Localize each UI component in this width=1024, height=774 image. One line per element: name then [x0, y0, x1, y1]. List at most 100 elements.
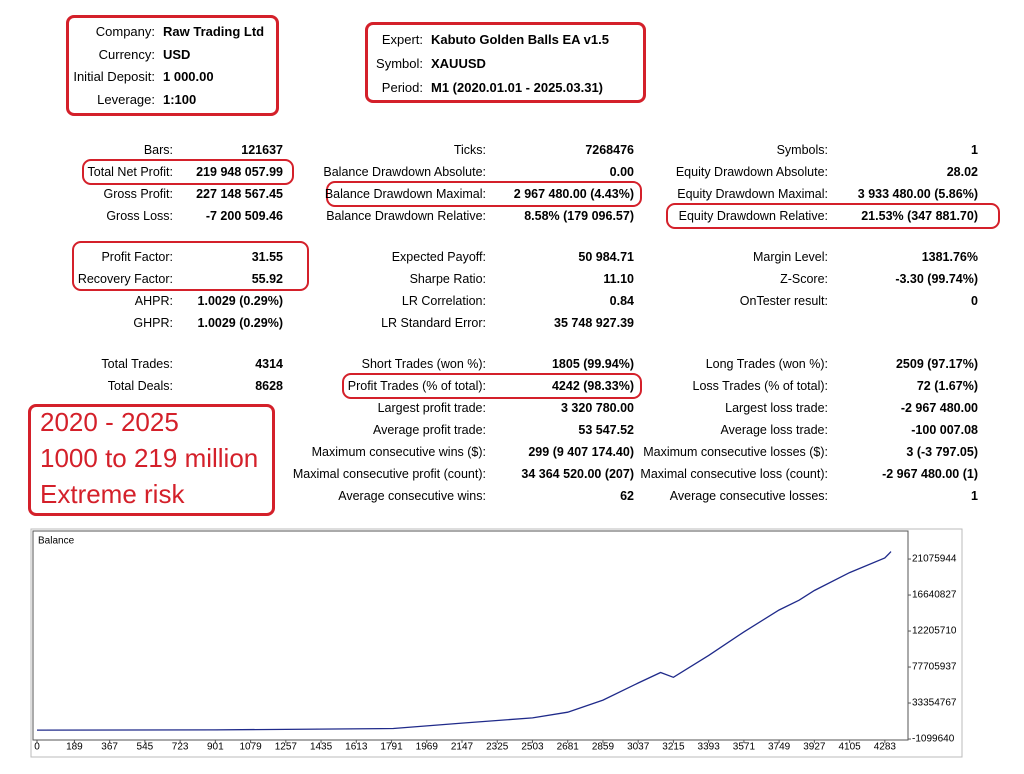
y-tick-label: 16640827 [912, 590, 957, 601]
stat-value: 7268476 [585, 143, 634, 157]
highlight [342, 373, 642, 399]
stat-value: 3 933 480.00 (5.86%) [857, 187, 978, 201]
stat-value: 1 [971, 143, 978, 157]
stat-label: Recovery Factor: [77, 272, 173, 286]
stat-label: Z-Score: [780, 272, 828, 286]
stat-label: Total Deals: [107, 379, 173, 393]
account-box [66, 15, 279, 116]
x-tick-label: 1435 [310, 742, 333, 753]
stat-label: Balance Drawdown Relative: [326, 209, 486, 223]
stat-label: Average consecutive wins: [338, 489, 486, 503]
stat-value: 11.10 [603, 272, 634, 286]
stat-value: 1805 (99.94%) [551, 357, 634, 371]
stat-value: 1.0029 (0.29%) [197, 316, 283, 330]
stat-label: Loss Trades (% of total): [692, 379, 828, 393]
stat-label: Equity Drawdown Absolute: [675, 165, 828, 179]
highlight [82, 159, 294, 185]
stat-label: Ticks: [453, 143, 486, 157]
stat-value: 62 [620, 489, 634, 503]
x-tick-label: 2147 [451, 742, 474, 753]
highlight [666, 203, 1000, 229]
plot-area [32, 530, 909, 741]
stat-value: 28.02 [946, 165, 978, 179]
field-value: USD [163, 47, 191, 62]
stat-value: 299 (9 407 174.40) [528, 445, 634, 459]
x-tick-label: 4105 [838, 742, 861, 753]
stat-value: -100 007.08 [911, 423, 978, 437]
x-tick-label: 901 [207, 742, 224, 753]
stat-label: Equity Drawdown Relative: [678, 209, 828, 223]
stat-value: 1 [971, 489, 978, 503]
stat-label: Total Net Profit: [87, 165, 173, 179]
stat-label: Largest loss trade: [725, 401, 828, 415]
x-tick-label: 189 [66, 742, 83, 753]
x-tick-label: 2859 [592, 742, 615, 753]
stat-value: 55.92 [251, 272, 283, 286]
stat-label: Maximal consecutive profit (count): [292, 467, 486, 481]
stat-label: OnTester result: [739, 294, 828, 308]
x-tick-label: 3037 [627, 742, 650, 753]
stat-value: 21.53% (347 881.70) [861, 209, 978, 223]
x-tick-label: 3749 [768, 742, 791, 753]
stat-label: Maximal consecutive loss (count): [640, 467, 828, 481]
stat-label: Gross Profit: [103, 187, 173, 201]
x-tick-label: 1791 [380, 742, 403, 753]
x-tick-label: 367 [101, 742, 118, 753]
x-tick-label: 1079 [239, 742, 262, 753]
stat-value: 0 [971, 294, 978, 308]
field-label: Expert: [381, 32, 423, 47]
stat-label: Balance Drawdown Absolute: [323, 165, 486, 179]
field-value: Raw Trading Ltd [163, 24, 265, 39]
x-tick-label: 4283 [874, 742, 897, 753]
stat-label: Equity Drawdown Maximal: [677, 187, 828, 201]
x-tick-label: 1613 [345, 742, 368, 753]
stat-label: Maximum consecutive losses ($): [643, 445, 828, 459]
field-label: Initial Deposit: [73, 69, 155, 84]
stat-value: 72 (1.67%) [916, 379, 978, 393]
annotation-line: Extreme risk [40, 479, 185, 509]
stat-label: Average profit trade: [372, 423, 486, 437]
stat-label: Balance Drawdown Maximal: [324, 187, 486, 201]
stat-value: 0.00 [609, 165, 634, 179]
stat-label: Profit Factor: [101, 250, 173, 264]
stat-value: 34 364 520.00 (207) [521, 467, 634, 481]
balance-line [36, 551, 892, 731]
stat-label: Gross Loss: [106, 209, 173, 223]
stat-label: Profit Trades (% of total): [347, 379, 486, 393]
field-value: M1 (2020.01.01 - 2025.03.31) [431, 80, 604, 95]
stat-value: 1381.76% [921, 250, 978, 264]
x-tick-label: 545 [137, 742, 154, 753]
y-tick-label: 21075944 [912, 554, 957, 565]
y-tick-label: 77705937 [912, 662, 957, 673]
stat-value: 0.84 [609, 294, 634, 308]
stat-value: 3 (-3 797.05) [906, 445, 978, 459]
legend-label: Balance [38, 536, 75, 547]
field-label: Symbol: [376, 56, 423, 71]
stat-value: 227 148 567.45 [196, 187, 283, 201]
stat-label: Expected Payoff: [391, 250, 486, 264]
stat-label: LR Standard Error: [381, 316, 486, 330]
stat-label: GHPR: [133, 316, 173, 330]
y-tick-label: 33354767 [912, 698, 957, 709]
expert-box [365, 22, 646, 103]
stat-value: -2 967 480.00 (1) [882, 467, 978, 481]
field-label: Currency: [98, 47, 155, 62]
stat-label: Total Trades: [101, 357, 173, 371]
stat-value: -3.30 (99.74%) [895, 272, 978, 286]
field-label: Period: [381, 80, 423, 95]
field-value: Kabuto Golden Balls EA v1.5 [431, 32, 609, 47]
annotation-line: 2020 - 2025 [40, 407, 179, 437]
annotation-line: 1000 to 219 million [40, 443, 259, 473]
x-tick-label: 2503 [521, 742, 544, 753]
stat-label: Sharpe Ratio: [409, 272, 486, 286]
field-value: XAUUSD [431, 56, 486, 71]
x-tick-label: 1257 [275, 742, 298, 753]
stat-label: Margin Level: [752, 250, 828, 264]
x-tick-label: 3393 [698, 742, 721, 753]
stat-label: Maximum consecutive wins ($): [311, 445, 486, 459]
stat-label: AHPR: [134, 294, 173, 308]
highlight [72, 241, 309, 291]
stat-value: 50 984.71 [578, 250, 634, 264]
stat-value: 4242 (98.33%) [551, 379, 634, 393]
